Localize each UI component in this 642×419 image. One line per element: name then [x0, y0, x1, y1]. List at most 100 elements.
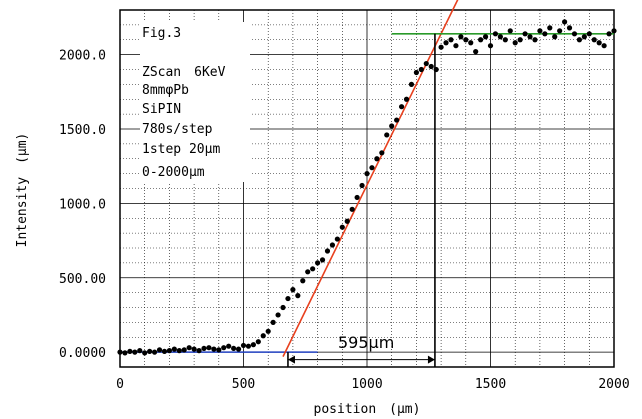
data-point: [211, 346, 217, 352]
annotation-box: Fig.3 ZScan 6KeV 8mmφPb SiPIN 780s/step …: [142, 26, 226, 180]
y-tick-labels: 0.0000 500.00 1000.0 1500.0 2000.0: [59, 49, 106, 362]
data-point: [305, 269, 311, 275]
annotation-time: 780s/step: [142, 122, 213, 137]
plot-frame: [119, 9, 615, 368]
annotation-scan: ZScan 6KeV: [142, 65, 226, 80]
data-point: [171, 346, 177, 352]
data-point: [547, 25, 553, 31]
data-point: [191, 346, 197, 352]
data-point: [512, 40, 518, 46]
data-point: [497, 34, 503, 40]
data-point: [137, 348, 143, 354]
data-point: [438, 44, 444, 50]
data-point: [566, 25, 573, 31]
data-point: [527, 34, 533, 40]
data-point: [349, 206, 355, 212]
data-point: [443, 40, 449, 46]
y-tick-label: 0.0000: [59, 346, 106, 361]
data-point: [576, 37, 583, 43]
data-point: [151, 349, 158, 355]
data-point: [389, 123, 395, 129]
data-point: [403, 96, 410, 102]
data-point: [557, 28, 563, 34]
data-point: [186, 345, 192, 351]
data-points: [117, 19, 617, 356]
measurement-arrow: [287, 355, 435, 364]
x-tick-labels: 0 500 1000 1500 2000: [116, 377, 630, 392]
data-point: [117, 349, 123, 355]
y-tick-label: 1500.0: [59, 123, 106, 138]
data-point: [591, 37, 597, 43]
data-point: [487, 43, 494, 49]
data-point: [142, 350, 148, 356]
y-tick-label: 1000.0: [59, 197, 106, 212]
data-point: [423, 60, 429, 67]
data-point: [127, 348, 133, 354]
data-point: [482, 34, 489, 40]
plot-border: [119, 9, 615, 368]
data-point: [176, 348, 182, 354]
data-point: [448, 37, 454, 43]
annotation-detector: SiPIN: [142, 102, 181, 117]
data-point: [310, 266, 316, 272]
data-point: [571, 31, 578, 37]
measurement-arrow-head-right: [427, 355, 435, 364]
data-point: [216, 347, 222, 353]
x-tick-label: 1000: [351, 377, 382, 392]
data-point: [398, 104, 405, 110]
data-point: [478, 37, 484, 43]
data-point: [300, 278, 306, 284]
measurement-label: 595µm: [338, 333, 394, 352]
data-point: [250, 342, 256, 348]
data-point: [522, 31, 528, 37]
data-point: [319, 257, 326, 263]
annotation-fig-label: Fig.3: [142, 26, 181, 41]
data-point: [275, 312, 281, 318]
data-point: [433, 66, 439, 73]
data-point: [181, 347, 187, 353]
data-point: [196, 348, 202, 354]
y-axis-title: Intensity (µm): [15, 133, 30, 248]
data-point: [611, 28, 617, 34]
data-point: [542, 31, 548, 37]
data-point: [507, 28, 513, 34]
data-point: [537, 28, 543, 34]
data-point: [295, 293, 301, 299]
data-point: [161, 348, 168, 354]
data-point: [226, 343, 232, 349]
data-point: [147, 348, 153, 354]
data-point: [418, 66, 424, 73]
x-tick-label: 2000: [598, 377, 629, 392]
data-point: [374, 156, 380, 162]
data-point: [384, 132, 390, 138]
data-point: [334, 236, 340, 242]
data-point: [221, 345, 227, 351]
data-point: [364, 171, 370, 177]
data-point: [428, 63, 434, 70]
data-point: [290, 287, 296, 293]
data-point: [492, 31, 499, 37]
y-tick-label: 500.00: [59, 272, 106, 287]
x-tick-label: 1500: [475, 377, 506, 392]
data-point: [596, 40, 602, 46]
data-point: [354, 194, 360, 201]
x-tick-label: 500: [232, 377, 255, 392]
data-point: [156, 347, 163, 353]
data-point: [240, 342, 247, 349]
data-point: [463, 37, 469, 43]
data-point: [280, 304, 286, 311]
data-point: [517, 37, 523, 43]
data-point: [315, 260, 321, 266]
data-point: [265, 328, 271, 334]
x-tick-label: 0: [116, 377, 124, 392]
data-point: [206, 345, 212, 351]
data-point: [552, 34, 558, 40]
data-point: [324, 248, 331, 254]
data-point: [453, 43, 459, 49]
data-point: [606, 31, 612, 37]
data-point: [166, 348, 172, 354]
data-point: [270, 319, 276, 325]
data-point: [260, 333, 266, 339]
data-point: [235, 346, 242, 352]
